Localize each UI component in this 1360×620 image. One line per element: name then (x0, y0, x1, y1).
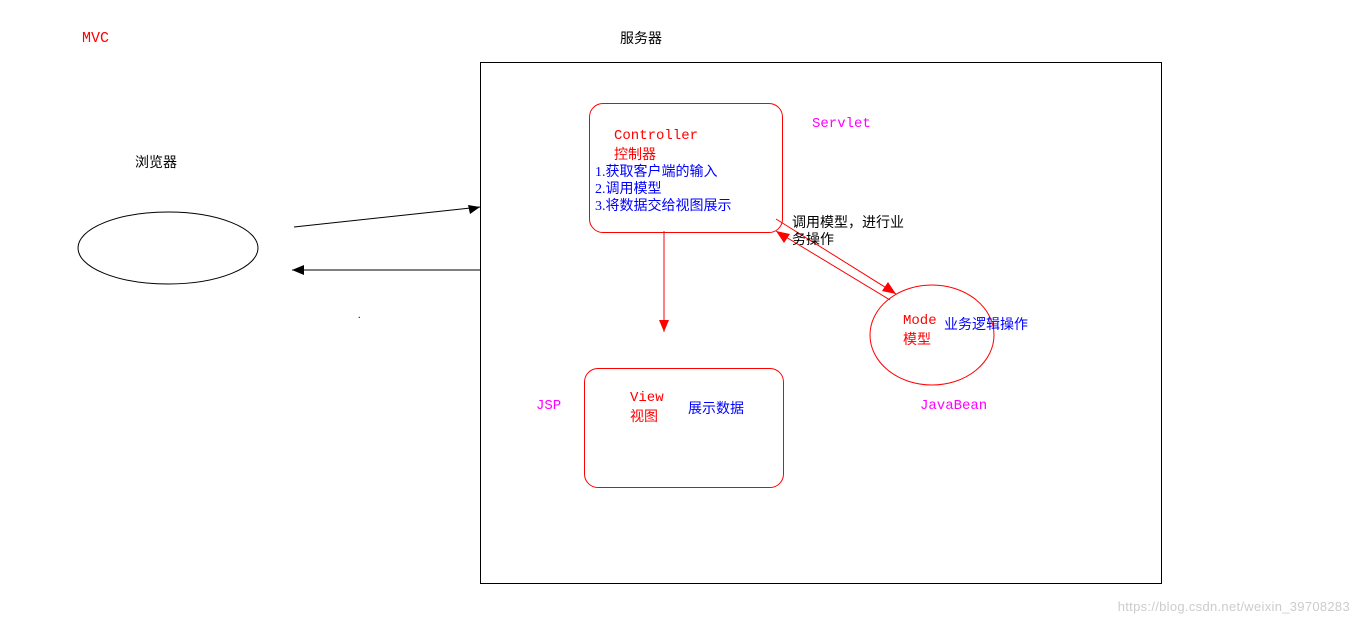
browser-ellipse (78, 212, 258, 284)
view-subtitle: 视图 (630, 406, 658, 426)
model-subtitle: 模型 (903, 329, 931, 349)
servlet-label: Servlet (812, 116, 871, 132)
view-box (584, 368, 784, 488)
server-box (480, 62, 1162, 584)
server-label: 服务器 (620, 28, 662, 48)
controller-line3: 3.将数据交给视图展示 (595, 195, 732, 215)
jsp-label: JSP (536, 398, 561, 414)
view-title: View (630, 390, 664, 406)
arrow-browser-to-server (294, 205, 480, 227)
mvc-title: MVC (82, 30, 109, 47)
model-desc: 业务逻辑操作 (944, 314, 1028, 334)
controller-title: Controller (614, 128, 698, 144)
javabean-label: JavaBean (920, 398, 987, 414)
model-title: Mode (903, 313, 937, 329)
watermark: https://blog.csdn.net/weixin_39708283 (1118, 599, 1350, 614)
stray-dot: . (358, 310, 361, 321)
browser-label: 浏览器 (135, 152, 177, 172)
arrow-server-to-browser (292, 265, 480, 275)
view-desc: 展示数据 (688, 398, 744, 418)
call-model-text-2: 务操作 (792, 229, 834, 249)
